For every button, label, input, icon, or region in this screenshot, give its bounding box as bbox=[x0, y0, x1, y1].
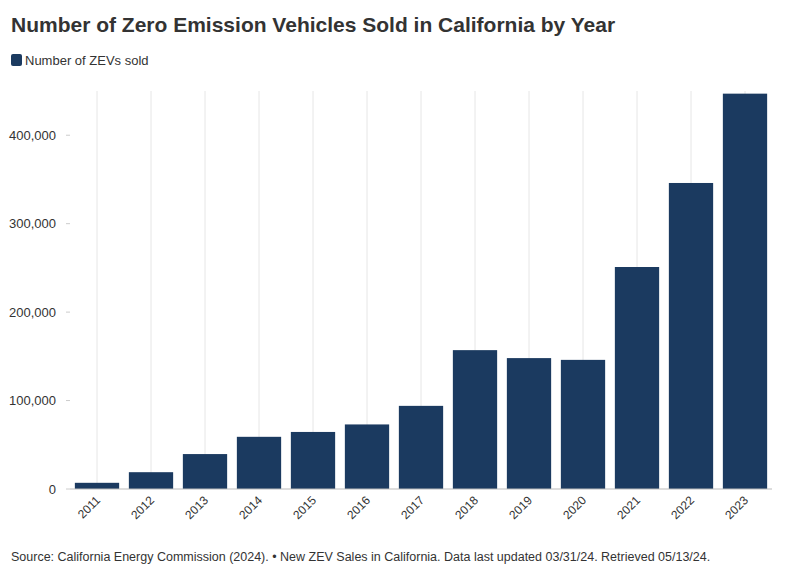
grid-line bbox=[313, 91, 314, 489]
y-tick-label: 0 bbox=[49, 482, 56, 497]
bar bbox=[291, 432, 335, 489]
x-tick-label: 2021 bbox=[614, 493, 643, 522]
x-tick-label: 2023 bbox=[722, 493, 751, 522]
bar bbox=[399, 406, 443, 489]
y-tick bbox=[66, 135, 70, 136]
x-tick-label: 2017 bbox=[398, 493, 427, 522]
x-tick-label: 2016 bbox=[344, 493, 373, 522]
bar bbox=[723, 94, 767, 489]
bar bbox=[129, 472, 173, 489]
x-tick-label: 2018 bbox=[452, 493, 481, 522]
y-tick bbox=[66, 400, 70, 401]
y-tick-label: 400,000 bbox=[9, 128, 56, 143]
legend-label: Number of ZEVs sold bbox=[25, 53, 149, 68]
x-tick-label: 2012 bbox=[128, 493, 157, 522]
bar bbox=[237, 437, 281, 489]
x-tick-label: 2015 bbox=[290, 493, 319, 522]
y-tick bbox=[66, 223, 70, 224]
legend-swatch bbox=[11, 54, 22, 66]
x-tick-label: 2022 bbox=[668, 493, 697, 522]
source: Source: California Energy Commission (20… bbox=[11, 550, 710, 564]
y-tick-label: 100,000 bbox=[9, 393, 56, 408]
chart: Number of Zero Emission Vehicles Sold in… bbox=[0, 0, 796, 575]
y-tick-label: 200,000 bbox=[9, 305, 56, 320]
x-tick-label: 2013 bbox=[182, 493, 211, 522]
x-axis bbox=[70, 489, 772, 490]
bar bbox=[183, 454, 227, 489]
bar bbox=[75, 483, 119, 489]
grid-line bbox=[259, 91, 260, 489]
x-tick-label: 2014 bbox=[236, 493, 265, 522]
y-tick-label: 300,000 bbox=[9, 216, 56, 231]
bar bbox=[615, 267, 659, 489]
bar bbox=[561, 360, 605, 489]
bar bbox=[345, 424, 389, 489]
grid-line bbox=[205, 91, 206, 489]
bar bbox=[669, 183, 713, 489]
x-tick-label: 2020 bbox=[560, 493, 589, 522]
grid-line bbox=[151, 91, 152, 489]
bar bbox=[507, 358, 551, 489]
y-tick bbox=[66, 312, 70, 313]
title: Number of Zero Emission Vehicles Sold in… bbox=[11, 13, 615, 36]
bar bbox=[453, 350, 497, 489]
bars bbox=[75, 94, 767, 489]
x-tick-label: 2019 bbox=[506, 493, 535, 522]
grid-line bbox=[97, 91, 98, 489]
y-tick bbox=[66, 489, 70, 490]
x-tick-label: 2011 bbox=[75, 493, 103, 521]
